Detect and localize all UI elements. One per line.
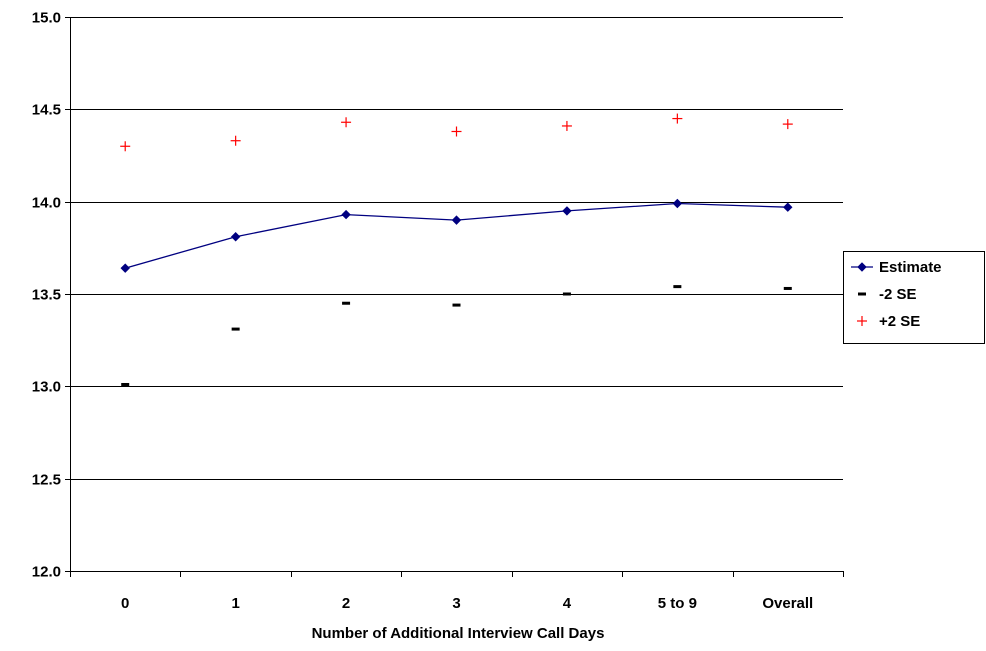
x-tick-label: 0 (121, 595, 129, 612)
data-point-estimate (783, 202, 793, 212)
x-tick-label: 2 (342, 595, 350, 612)
y-tick-label: 12.5 (32, 472, 61, 489)
data-point-plus-2se (230, 135, 241, 146)
x-tick-label: 5 to 9 (658, 595, 697, 612)
y-tick-labels: 12.0 12.5 13.0 13.5 14.0 14.5 15.0 (32, 10, 61, 581)
y-tick-label: 13.0 (32, 379, 61, 396)
gridlines (70, 17, 843, 572)
data-point-minus-2se (858, 292, 866, 296)
legend-label: Estimate (879, 259, 942, 276)
data-point-estimate (672, 198, 683, 209)
y-tick-label: 14.5 (32, 102, 61, 119)
data-point-plus-2se (451, 126, 462, 137)
data-point-minus-2se (452, 303, 461, 307)
data-point-plus-2se (857, 316, 867, 326)
data-point-minus-2se (342, 301, 351, 305)
data-point-estimate (857, 262, 867, 272)
legend-entry: -2 SE (858, 286, 917, 303)
legend-label: +2 SE (879, 313, 920, 330)
x-axis-title: Number of Additional Interview Call Days (312, 625, 605, 642)
data-point-estimate (230, 232, 241, 242)
series-3 (120, 113, 793, 152)
axes (65, 17, 844, 577)
series-1 (120, 198, 793, 273)
x-tick-label: Overall (762, 595, 813, 612)
data-point-plus-2se (561, 120, 572, 131)
series-2 (121, 285, 792, 386)
legend: Estimate -2 SE +2 SE (843, 251, 985, 344)
data-point-minus-2se (562, 292, 571, 296)
data-point-estimate (341, 209, 351, 220)
series-layer (120, 113, 793, 386)
x-tick-labels: 0 1 2 3 4 5 to 9 Overall (121, 595, 813, 612)
data-point-minus-2se (231, 327, 240, 331)
x-tick-label: 3 (452, 595, 460, 612)
data-point-minus-2se (783, 286, 792, 290)
y-tick-label: 15.0 (32, 10, 61, 27)
data-point-estimate (451, 215, 462, 225)
y-tick-label: 12.0 (32, 564, 61, 581)
y-tick-label: 14.0 (32, 195, 61, 212)
x-tick-label: 4 (563, 595, 572, 612)
x-tick-label: 1 (231, 595, 239, 612)
data-point-minus-2se (673, 285, 682, 289)
data-point-plus-2se (782, 119, 793, 130)
series-line (125, 202, 788, 269)
legend-label: -2 SE (879, 286, 917, 303)
y-tick-label: 13.5 (32, 287, 61, 304)
data-point-plus-2se (341, 117, 352, 128)
legend-entry: Estimate (851, 259, 942, 276)
data-point-estimate (120, 263, 130, 273)
data-point-estimate (562, 206, 572, 216)
legend-entry: +2 SE (857, 313, 920, 330)
data-point-minus-2se (121, 382, 130, 386)
data-point-plus-2se (120, 141, 131, 152)
data-point-plus-2se (672, 113, 683, 124)
